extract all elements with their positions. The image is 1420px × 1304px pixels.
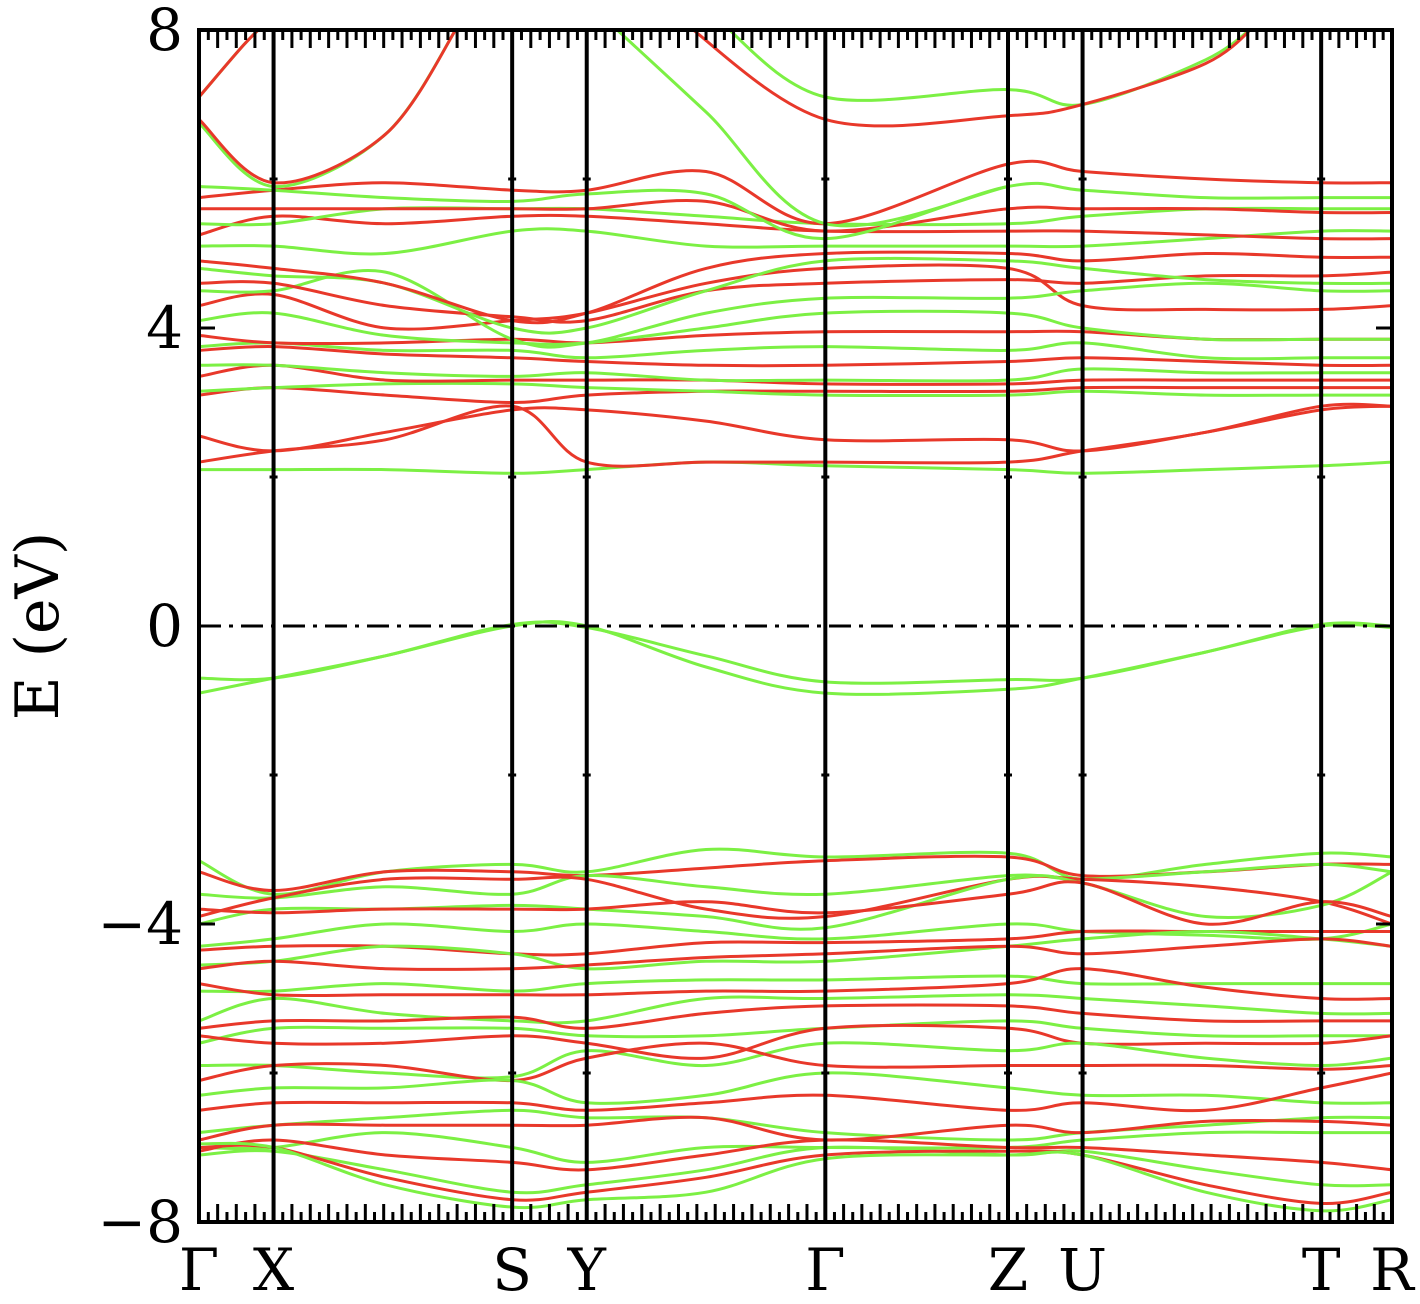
band-line-49 [199,1041,1392,1083]
band-line-55 [199,1138,1392,1172]
band-line-5 [199,404,1392,453]
k-point-lines-layer [271,30,1324,1222]
band-line-38 [199,922,1392,948]
y-tick-label-5: −8 [98,1188,184,1256]
band-line-52 [199,1108,1392,1142]
band-line-33 [199,854,1392,893]
band-line-14 [199,263,1392,331]
band-line-47 [199,1023,1392,1060]
y-axis-label: E (eV) [3,532,73,721]
band-line-8 [199,363,1392,386]
band-line-1 [199,620,1392,685]
k-point-label-6: Z [988,1236,1028,1304]
band-line-6 [199,385,1392,405]
band-line-3 [199,460,1392,475]
band-line-48 [199,1041,1392,1080]
band-line-22 [199,199,1392,233]
band-line-45 [199,1003,1392,1030]
k-point-label-4: Y [567,1236,607,1304]
band-line-34 [199,862,1392,900]
band-line-35 [199,874,1392,926]
y-tick-label-4: −4 [98,890,184,958]
k-point-label-3: S [492,1236,532,1304]
k-point-label-1: Γ [179,1236,219,1304]
band-line-10 [199,345,1392,368]
band-line-54 [199,1130,1392,1164]
band-line-43 [199,967,1392,1001]
band-line-18 [199,250,1392,325]
k-point-label-9: R [1370,1236,1416,1304]
band-line-51 [199,1071,1392,1113]
band-line-16 [199,270,1392,324]
band-line-2 [199,620,1392,696]
band-line-41 [199,937,1392,971]
band-line-23 [199,159,1392,226]
bands-layer [199,30,1392,1213]
k-point-label-7: U [1058,1236,1107,1304]
band-line-26 [199,30,261,98]
band-line-58 [199,1141,1392,1213]
band-line-11 [199,341,1392,361]
band-line-7 [199,381,1392,398]
y-tick-label-1: 8 [146,0,183,64]
band-line-29 [615,30,1009,228]
y-tick-label-2: 4 [146,294,183,362]
labels-layer: 840−4−8Γ X S Y Γ Z U T RE (eV) [3,0,1416,1304]
band-line-9 [199,363,1392,383]
band-line-37 [199,880,1392,926]
band-line-44 [199,993,1392,1025]
band-line-15 [199,269,1392,349]
k-point-label-5: Γ [805,1236,845,1304]
band-line-50 [199,1071,1392,1105]
band-line-40 [199,929,1392,971]
band-line-28 [199,30,458,185]
band-line-57 [199,1143,1392,1205]
k-point-label-8: T [1302,1236,1341,1304]
band-line-56 [199,1145,1392,1195]
band-line-24 [199,181,1392,241]
ticks-layer [199,28,1392,1224]
band-line-19 [199,227,1392,256]
band-line-53 [199,1115,1392,1142]
band-line-46 [199,1019,1392,1045]
band-line-42 [199,974,1392,994]
k-point-label-2: X [253,1236,295,1304]
band-line-30 [727,30,1252,107]
y-tick-label-3: 0 [146,592,183,660]
band-line-31 [691,30,1253,128]
band-line-13 [199,309,1392,346]
